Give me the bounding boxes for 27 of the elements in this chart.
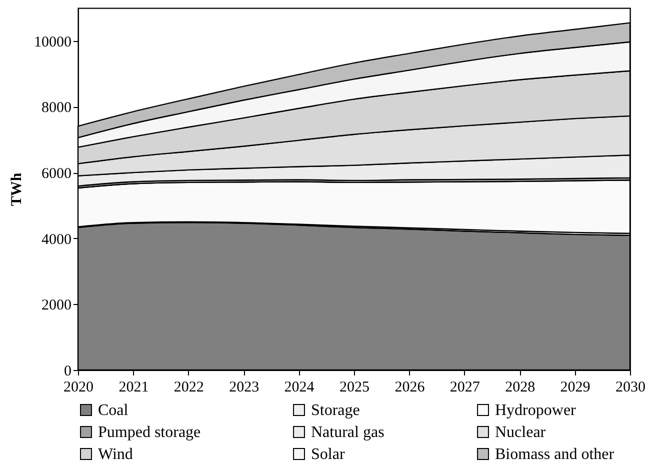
- x-tick-label: 2025: [340, 380, 370, 396]
- legend-label: Hydropower: [495, 402, 577, 419]
- x-tick-label: 2029: [560, 380, 590, 396]
- legend-label: Nuclear: [495, 424, 546, 441]
- x-tick-label: 2020: [64, 380, 94, 396]
- x-tick-label: 2023: [229, 380, 260, 396]
- x-tick-label: 2028: [505, 380, 536, 396]
- y-tick-label: 6000: [42, 166, 72, 182]
- x-tick-label: 2024: [284, 380, 315, 396]
- x-tick-label: 2027: [450, 380, 480, 396]
- x-tick-label: 2026: [394, 380, 426, 396]
- legend-label: Wind: [98, 446, 133, 463]
- y-tick-label: 8000: [42, 100, 72, 116]
- legend-label: Coal: [98, 402, 129, 419]
- legend-label: Pumped storage: [98, 424, 201, 441]
- legend-label: Natural gas: [311, 424, 384, 441]
- y-tick-label: 0: [64, 364, 72, 380]
- y-tick-label: 2000: [42, 298, 72, 314]
- x-tick-label: 2022: [174, 380, 204, 396]
- y-axis-title: TWh: [9, 172, 25, 206]
- y-tick-label: 4000: [42, 232, 72, 248]
- legend-label: Solar: [311, 446, 346, 463]
- x-tick-label: 2021: [118, 380, 149, 396]
- legend-label: Biomass and other: [495, 446, 615, 463]
- x-tick-label: 2030: [616, 380, 646, 396]
- legend-label: Storage: [311, 402, 360, 419]
- y-tick-label: 10000: [34, 34, 72, 50]
